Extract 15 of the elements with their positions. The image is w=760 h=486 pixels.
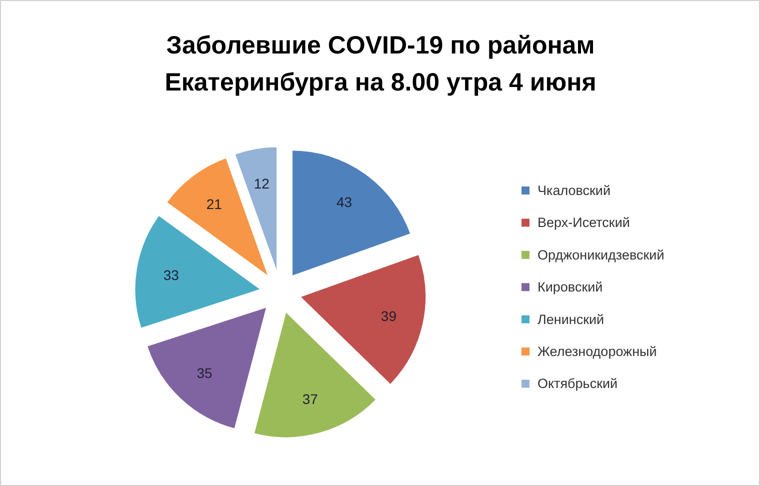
legend-label: Орджоникидзевский	[538, 247, 664, 262]
data-label: 43	[336, 194, 352, 210]
legend-label: Ленинский	[538, 312, 604, 327]
legend-label: Кировский	[538, 280, 603, 295]
legend-label: Верх-Исетский	[538, 215, 630, 230]
data-label: 35	[196, 364, 212, 381]
chart-title: Заболевшие COVID-19 по районам Екатеринбурга на 8.00 утра 4 июня	[164, 32, 596, 96]
legend-label: Октябрьский	[538, 376, 618, 392]
legend-label: Железнодорожный	[538, 344, 657, 359]
data-label: 37	[302, 391, 318, 408]
data-label: 21	[206, 196, 222, 212]
data-label: 39	[380, 308, 397, 324]
data-label: 12	[254, 175, 270, 192]
data-label: 33	[163, 267, 180, 284]
legend-label: Чкаловский	[538, 183, 611, 198]
